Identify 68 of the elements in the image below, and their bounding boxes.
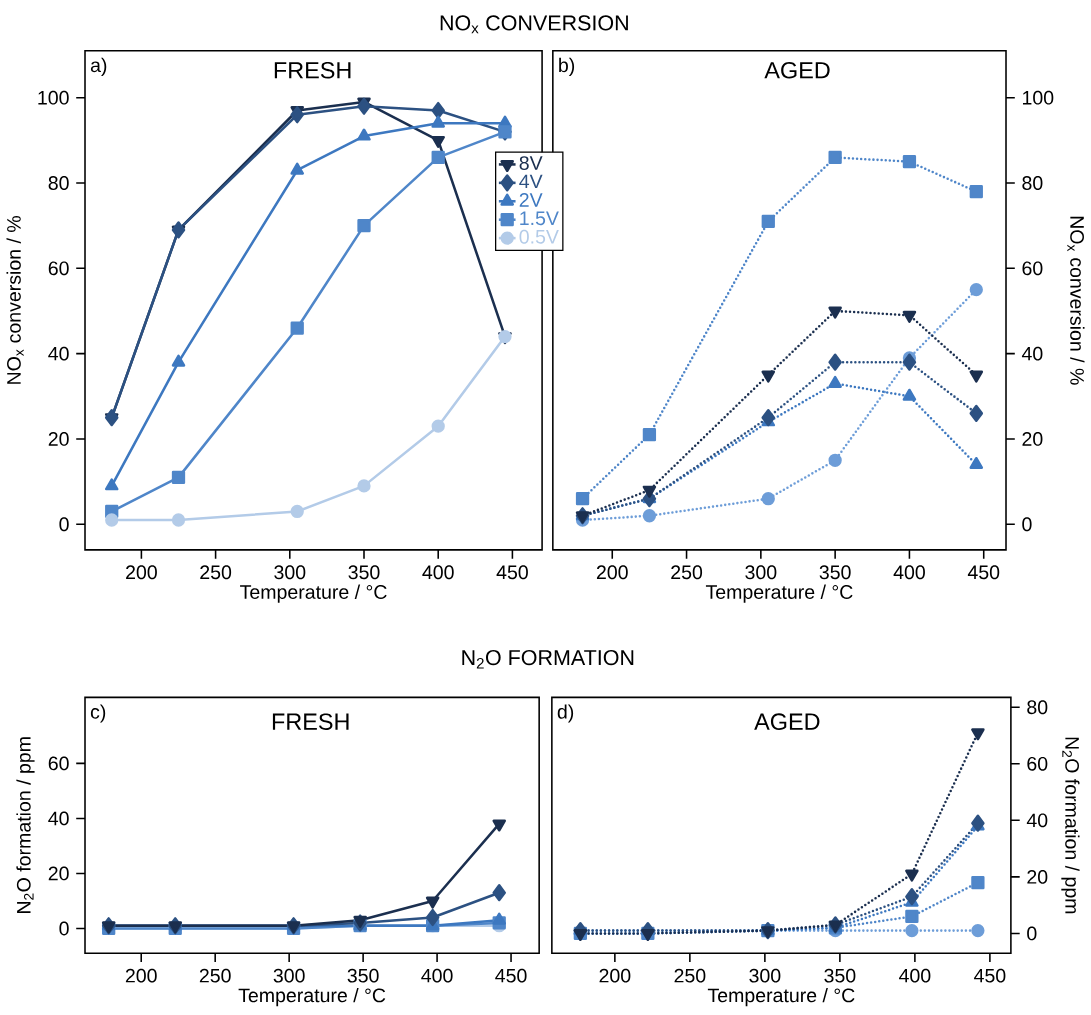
y-tick-label: 80 bbox=[48, 176, 69, 191]
y-tick-label: 40 bbox=[48, 346, 69, 361]
legend-label: 8V bbox=[519, 156, 543, 171]
x-axis-title: Temperature / °C bbox=[705, 584, 853, 603]
y-tick-label: 100 bbox=[1022, 90, 1054, 105]
chart-subtitle: FRESH bbox=[274, 62, 351, 79]
x-axis-title: Temperature / °C bbox=[707, 988, 855, 1007]
x-tick-label: 250 bbox=[200, 565, 232, 580]
y-axis-title: N$_{2}$O formation / ppm bbox=[16, 737, 35, 914]
x-tick-label: 350 bbox=[347, 968, 379, 983]
x-tick-label: 200 bbox=[125, 968, 157, 983]
x-tick-label: 200 bbox=[126, 565, 157, 580]
legend-label: 1.5V bbox=[520, 211, 559, 226]
annotation: b) bbox=[559, 57, 575, 77]
x-tick-label: 450 bbox=[496, 565, 528, 580]
x-tick-label: 300 bbox=[745, 565, 777, 580]
x-tick-label: 400 bbox=[422, 565, 454, 580]
x-tick-label: 450 bbox=[495, 968, 527, 983]
annotation: d) bbox=[557, 704, 574, 723]
y-tick-label: 20 bbox=[48, 866, 69, 881]
y-tick-label: 60 bbox=[1022, 261, 1043, 276]
legend-label: 4V bbox=[519, 174, 543, 189]
y-tick-label: 0 bbox=[59, 517, 69, 532]
x-tick-label: 300 bbox=[274, 565, 306, 580]
text: AGED bbox=[754, 713, 820, 731]
x-tick-label: 250 bbox=[671, 565, 703, 580]
y-tick-label: 20 bbox=[48, 432, 69, 446]
y-tick-label: 0 bbox=[59, 921, 69, 936]
y-tick-label: 20 bbox=[1027, 870, 1048, 884]
chart-title: NO$_{x}$ CONVERSION bbox=[440, 15, 628, 34]
y-axis-title: N$_{2}$O formation / ppm bbox=[1061, 737, 1080, 914]
y-tick-label: 60 bbox=[1027, 757, 1048, 771]
x-tick-label: 450 bbox=[967, 565, 1000, 580]
annotation: a) bbox=[90, 57, 107, 77]
x-tick-label: 400 bbox=[421, 968, 453, 983]
x-axis-title: Temperature / °C bbox=[238, 988, 386, 1007]
y-tick-label: 60 bbox=[48, 261, 69, 276]
x-tick-label: 400 bbox=[899, 968, 931, 983]
x-tick-label: 350 bbox=[819, 565, 851, 580]
y-tick-label: 20 bbox=[1022, 432, 1043, 446]
y-tick-label: 40 bbox=[1021, 346, 1043, 361]
x-tick-label: 300 bbox=[273, 968, 305, 983]
x-tick-label: 250 bbox=[199, 968, 231, 983]
y-tick-label: 80 bbox=[1027, 700, 1048, 715]
y-tick-label: 0 bbox=[1022, 517, 1032, 532]
x-tick-label: 300 bbox=[749, 968, 781, 983]
legend-label: 2V bbox=[519, 193, 543, 207]
x-tick-label: 350 bbox=[348, 565, 380, 580]
y-tick-label: 60 bbox=[48, 756, 69, 771]
x-axis-title: Temperature / °C bbox=[240, 584, 387, 603]
y-tick-label: 0 bbox=[1027, 926, 1037, 941]
chart-title: N$_{2}$O FORMATION bbox=[462, 650, 634, 669]
annotation: c) bbox=[90, 704, 106, 723]
x-tick-label: 200 bbox=[599, 968, 631, 983]
y-axis-title: NO$_{x}$ conversion / % bbox=[6, 216, 24, 384]
text: FRESH bbox=[272, 713, 349, 731]
x-tick-label: 350 bbox=[824, 968, 856, 983]
legend-label: 0.5V bbox=[519, 229, 559, 244]
chart-subtitle: AGED bbox=[764, 62, 830, 79]
y-tick-label: 80 bbox=[1022, 176, 1043, 191]
y-axis-title: NO$_{x}$ conversion / % bbox=[1067, 216, 1085, 385]
x-tick-label: 200 bbox=[596, 565, 628, 580]
x-tick-label: 250 bbox=[674, 968, 706, 983]
x-tick-label: 450 bbox=[974, 968, 1006, 983]
y-tick-label: 40 bbox=[48, 811, 69, 826]
y-tick-label: 100 bbox=[38, 90, 69, 105]
y-tick-label: 40 bbox=[1026, 813, 1048, 828]
x-tick-label: 400 bbox=[893, 565, 925, 580]
